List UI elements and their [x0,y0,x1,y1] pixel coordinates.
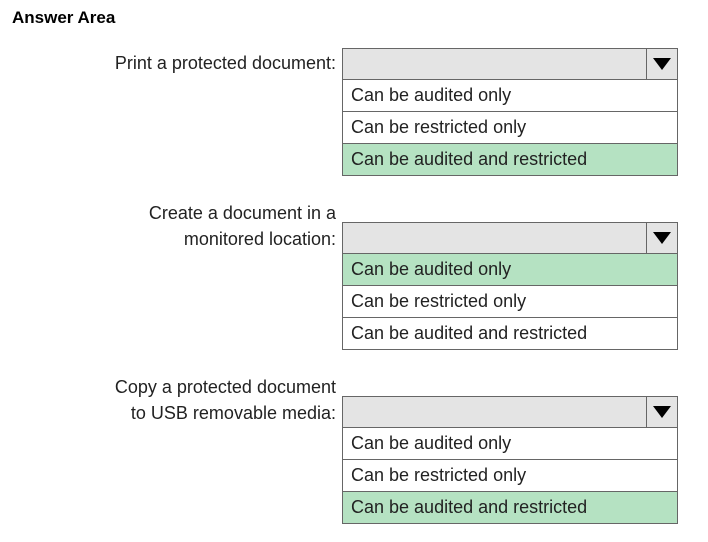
question-row: Copy a protected documentto USB removabl… [12,396,696,524]
dropdown-selected-value [343,223,647,253]
question-row: Print a protected document:Can be audite… [12,48,696,176]
dropdown-arrow-button[interactable] [647,49,677,79]
question-label-line: to USB removable media: [12,400,336,426]
question-label-line: monitored location: [12,226,336,252]
dropdown-arrow-button[interactable] [647,223,677,253]
question-label: Copy a protected documentto USB removabl… [12,374,342,426]
dropdown-option[interactable]: Can be restricted only [343,285,677,317]
dropdown-control: Can be audited onlyCan be restricted onl… [342,222,678,350]
dropdown-arrow-button[interactable] [647,397,677,427]
dropdown-selected-value [343,49,647,79]
dropdown-option[interactable]: Can be audited and restricted [343,143,677,175]
dropdown-options-list: Can be audited onlyCan be restricted onl… [342,80,678,176]
dropdown-header[interactable] [342,48,678,80]
dropdown-option[interactable]: Can be audited only [343,254,677,285]
question-label-line: Copy a protected document [12,374,336,400]
dropdown-option[interactable]: Can be audited and restricted [343,317,677,349]
question-label-line: Print a protected document: [12,50,336,76]
dropdown-header[interactable] [342,396,678,428]
dropdown-option[interactable]: Can be audited only [343,80,677,111]
dropdown-header[interactable] [342,222,678,254]
dropdown-control: Can be audited onlyCan be restricted onl… [342,48,678,176]
dropdown-options-list: Can be audited onlyCan be restricted onl… [342,254,678,350]
question-row: Create a document in amonitored location… [12,222,696,350]
question-label-line: Create a document in a [12,200,336,226]
chevron-down-icon [653,232,671,244]
dropdown-selected-value [343,397,647,427]
chevron-down-icon [653,406,671,418]
dropdown-option[interactable]: Can be restricted only [343,459,677,491]
dropdown-option[interactable]: Can be audited only [343,428,677,459]
question-label: Create a document in amonitored location… [12,200,342,252]
dropdown-option[interactable]: Can be audited and restricted [343,491,677,523]
answer-area-heading: Answer Area [12,8,696,28]
dropdown-option[interactable]: Can be restricted only [343,111,677,143]
dropdown-options-list: Can be audited onlyCan be restricted onl… [342,428,678,524]
dropdown-control: Can be audited onlyCan be restricted onl… [342,396,678,524]
question-label: Print a protected document: [12,48,342,76]
chevron-down-icon [653,58,671,70]
